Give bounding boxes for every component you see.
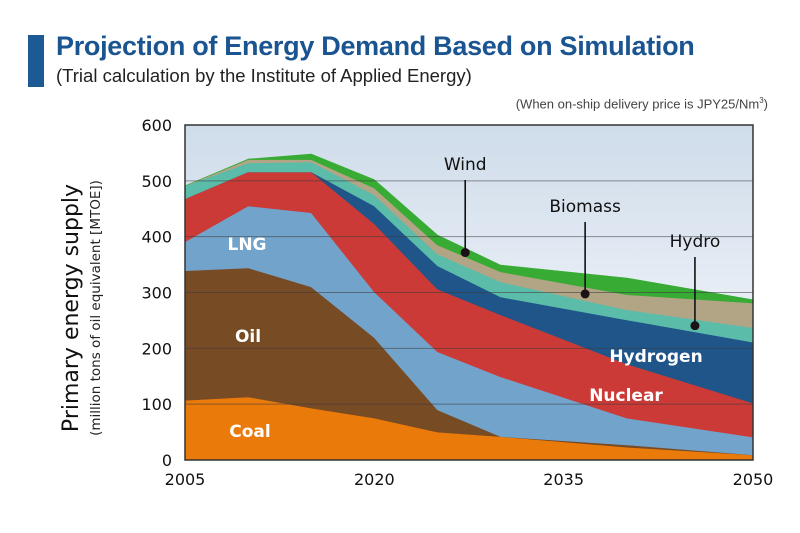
callout-dot (460, 248, 470, 258)
plot-border (184, 124, 754, 461)
y-axis-ticks: 0 100 200 300 400 500 600 (141, 116, 172, 470)
callout-label-biomass: Biomass (549, 197, 621, 217)
price-annotation-close: ) (763, 96, 768, 112)
y-axis-subtitle: (million tons of oil equivalent [MTOE]) (88, 180, 104, 436)
x-tick-label: 2050 (733, 470, 774, 489)
price-annotation: (When on-ship delivery price is JPY25/Nm… (516, 96, 768, 111)
x-tick-label: 2035 (543, 470, 584, 489)
x-axis-ticks: 2005 2020 2035 2050 (165, 470, 774, 489)
y-tick-label: 400 (141, 228, 172, 247)
chart-title: Projection of Energy Demand Based on Sim… (56, 31, 695, 61)
price-annotation-superscript: 3 (759, 96, 764, 105)
callout-dot (690, 321, 700, 331)
plot-frame (184, 124, 754, 461)
x-tick-label: 2020 (354, 470, 395, 489)
series-label-lng: LNG (227, 235, 266, 255)
y-tick-label: 600 (141, 116, 172, 135)
series-label-hydrogen: Hydrogen (609, 347, 702, 367)
price-annotation-text: (When on-ship delivery price is JPY25/Nm (515, 96, 760, 112)
series-label-oil: Oil (235, 327, 261, 347)
title-accent-bar (28, 35, 44, 87)
series-labels: Coal Oil LNG Hydrogen Nuclear (227, 235, 702, 442)
callout-biomass: Biomass (549, 197, 621, 299)
series-label-coal: Coal (229, 422, 270, 442)
y-tick-label: 200 (141, 339, 172, 358)
callout-hydro: Hydro (670, 232, 721, 331)
y-tick-label: 0 (162, 451, 172, 470)
series-label-nuclear: Nuclear (589, 386, 663, 406)
y-tick-label: 500 (141, 172, 172, 191)
y-tick-label: 100 (141, 395, 172, 414)
callout-wind: Wind (444, 155, 487, 258)
y-tick-label: 300 (141, 284, 172, 303)
callout-dot (580, 289, 590, 299)
callout-annotations: Wind Biomass Hydro (444, 155, 721, 331)
x-tick-label: 2005 (165, 470, 206, 489)
gridlines (185, 180, 753, 405)
y-axis-title: Primary energy supply (59, 184, 84, 432)
callout-label-wind: Wind (444, 155, 487, 175)
callout-label-hydro: Hydro (670, 232, 721, 252)
chart-subtitle: (Trial calculation by the Institute of A… (56, 65, 472, 86)
